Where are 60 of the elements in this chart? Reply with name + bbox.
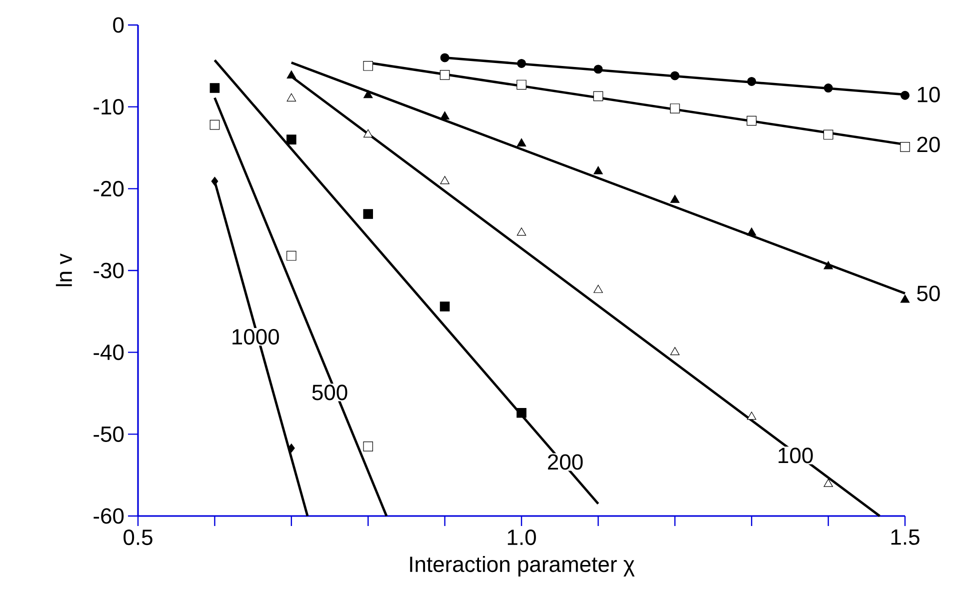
annotation: 50 — [917, 286, 940, 302]
point — [286, 250, 296, 261]
point — [670, 347, 680, 356]
point — [440, 53, 450, 62]
point — [594, 284, 603, 293]
point — [900, 294, 910, 303]
point — [517, 58, 526, 68]
point — [670, 104, 680, 114]
point — [516, 80, 526, 90]
point — [516, 138, 526, 146]
x-tick-label: 1.0 — [508, 530, 536, 546]
point — [363, 129, 373, 138]
point — [824, 84, 833, 93]
point — [823, 130, 834, 140]
y-tick-label: -60 — [94, 508, 124, 524]
point — [824, 261, 833, 270]
point — [900, 142, 910, 152]
annotation: 100 — [778, 448, 813, 464]
point — [746, 116, 757, 126]
annotation: 10 — [918, 86, 940, 102]
point — [211, 176, 218, 186]
annotation: 1000 — [232, 328, 279, 345]
point — [363, 442, 374, 452]
point — [746, 412, 756, 420]
point — [440, 111, 450, 120]
point — [440, 176, 450, 184]
point — [210, 120, 220, 130]
y-tick-label: -50 — [94, 426, 124, 442]
annotation: 500 — [312, 384, 348, 400]
annotation: 200 — [548, 454, 583, 470]
point — [440, 302, 450, 312]
point — [746, 228, 756, 236]
point — [363, 209, 374, 219]
point — [516, 228, 526, 236]
point — [516, 408, 526, 418]
y-tick-label: 0 — [113, 17, 124, 33]
x-axis-title: Interaction parameter χ — [410, 556, 635, 576]
point — [440, 70, 450, 80]
point — [286, 93, 296, 102]
annotation: 20 — [917, 136, 940, 152]
point — [670, 71, 680, 80]
point — [824, 478, 833, 487]
point — [286, 70, 296, 79]
point — [210, 83, 220, 93]
point — [286, 134, 296, 144]
y-tick-label: -20 — [94, 180, 124, 196]
point — [747, 76, 756, 86]
x-tick-label: 0.5 — [124, 530, 152, 546]
point — [670, 194, 680, 203]
point — [594, 64, 603, 74]
point — [900, 90, 910, 100]
y-tick-label: -10 — [94, 99, 124, 115]
y-tick-label: -40 — [94, 344, 124, 360]
point — [593, 91, 604, 102]
point — [363, 61, 374, 71]
point — [363, 90, 373, 98]
y-tick-label: -30 — [94, 262, 124, 278]
y-axis-title: ln v — [56, 253, 72, 286]
x-tick-label: 1.5 — [891, 530, 920, 545]
point — [594, 166, 603, 174]
